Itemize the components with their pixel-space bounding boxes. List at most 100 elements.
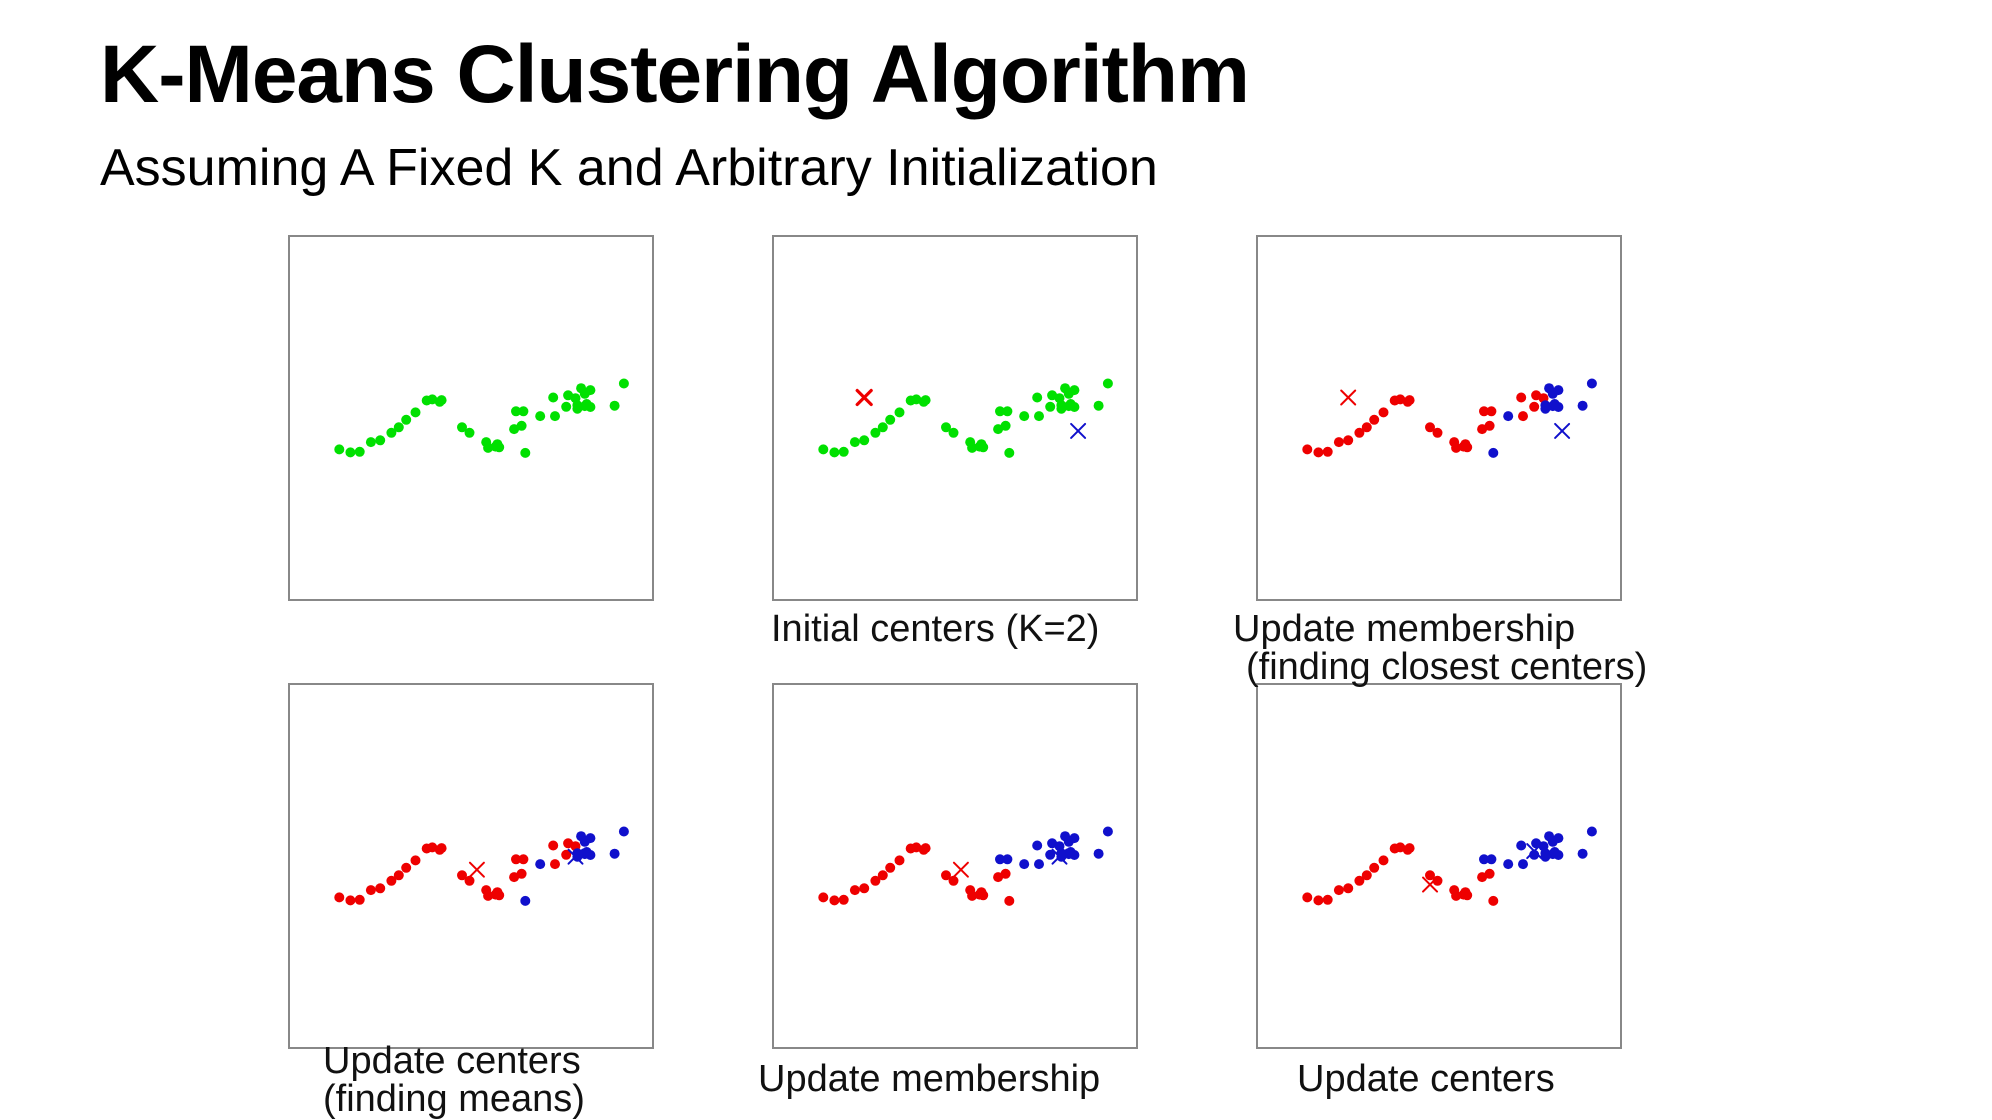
data-point xyxy=(386,875,397,886)
cluster-center-marker xyxy=(1051,848,1068,865)
scatter-plot-initial-data xyxy=(334,378,629,458)
data-point xyxy=(1004,895,1015,906)
data-point xyxy=(1518,859,1528,870)
data-point xyxy=(1451,442,1462,453)
data-point xyxy=(393,870,404,881)
caption-update-membership-2: Update membership xyxy=(758,1058,1101,1100)
data-point xyxy=(609,848,620,859)
data-point xyxy=(1462,890,1473,901)
data-point xyxy=(1553,402,1564,412)
data-point xyxy=(1032,840,1043,851)
data-point xyxy=(1540,848,1551,859)
data-point xyxy=(1069,385,1080,396)
cluster-center-marker xyxy=(468,861,485,878)
data-point xyxy=(1045,401,1056,412)
data-point xyxy=(1586,378,1597,389)
data-point xyxy=(1000,420,1011,431)
data-point xyxy=(995,406,1005,417)
data-point xyxy=(354,446,365,457)
data-point xyxy=(885,414,896,425)
data-point xyxy=(354,894,365,905)
data-point xyxy=(993,872,1004,883)
data-point xyxy=(1479,854,1489,865)
data-point xyxy=(870,875,881,886)
data-point xyxy=(457,870,467,881)
data-point xyxy=(511,854,521,865)
caption-update-centers-1-line2: (finding means) xyxy=(323,1078,585,1120)
data-point xyxy=(365,885,376,896)
data-point xyxy=(375,435,386,446)
data-point xyxy=(859,435,870,446)
data-point xyxy=(993,424,1004,435)
data-point xyxy=(1354,427,1365,438)
data-point xyxy=(1004,447,1015,458)
data-point xyxy=(345,895,356,906)
data-point xyxy=(375,883,386,894)
data-point xyxy=(1553,850,1564,860)
cluster-center-marker xyxy=(567,848,584,865)
cluster-center-marker xyxy=(1422,876,1439,893)
data-point xyxy=(1034,411,1044,422)
data-point xyxy=(1477,424,1488,435)
data-point xyxy=(548,840,559,851)
data-point xyxy=(894,855,905,866)
data-point xyxy=(520,895,531,906)
data-point xyxy=(393,422,404,433)
data-point xyxy=(1540,400,1551,411)
panel-update-membership-1 xyxy=(1256,235,1622,601)
panel-initial-data xyxy=(288,235,654,601)
data-point xyxy=(585,402,596,412)
slide-title: K-Means Clustering Algorithm xyxy=(100,29,1250,120)
data-point xyxy=(941,422,951,433)
data-point xyxy=(1361,422,1372,433)
data-point xyxy=(1484,420,1495,431)
data-point xyxy=(1486,854,1497,865)
data-point xyxy=(1488,447,1499,458)
data-point xyxy=(1404,843,1415,854)
data-point xyxy=(1102,826,1113,837)
data-point xyxy=(1378,855,1389,866)
data-point xyxy=(1102,378,1113,389)
data-point xyxy=(618,378,629,389)
data-point xyxy=(838,894,849,905)
data-point xyxy=(509,424,520,435)
data-point xyxy=(885,862,896,873)
data-point xyxy=(1518,411,1528,422)
data-point xyxy=(849,437,860,448)
data-point xyxy=(1322,446,1333,457)
data-point xyxy=(1378,407,1389,418)
data-point xyxy=(859,883,870,894)
data-point xyxy=(561,401,572,412)
data-point xyxy=(1477,872,1488,883)
data-point xyxy=(838,446,849,457)
data-point xyxy=(365,437,376,448)
cluster-center-marker xyxy=(855,388,873,407)
data-point xyxy=(436,395,447,406)
data-point xyxy=(1333,437,1344,448)
data-point xyxy=(535,859,546,870)
scatter-plot-update-membership-2 xyxy=(818,826,1113,906)
caption-update-membership-1-line1: Update membership xyxy=(1233,608,1576,650)
data-point xyxy=(1056,400,1067,411)
data-point xyxy=(894,407,905,418)
data-point xyxy=(410,855,421,866)
data-point xyxy=(1577,848,1588,859)
data-point xyxy=(520,447,531,458)
data-point xyxy=(941,870,951,881)
data-point xyxy=(585,833,596,844)
data-point xyxy=(1032,392,1043,403)
data-point xyxy=(457,422,467,433)
data-point xyxy=(401,414,412,425)
data-point xyxy=(1425,422,1435,433)
data-point xyxy=(464,427,475,438)
data-point xyxy=(1333,885,1344,896)
data-point xyxy=(877,422,888,433)
data-point xyxy=(818,444,829,455)
data-point xyxy=(1093,848,1104,859)
data-point xyxy=(410,407,421,418)
data-point xyxy=(1369,414,1380,425)
data-point xyxy=(870,427,881,438)
data-point xyxy=(483,890,494,901)
panel-initial-centers xyxy=(772,235,1138,601)
data-point xyxy=(618,826,629,837)
